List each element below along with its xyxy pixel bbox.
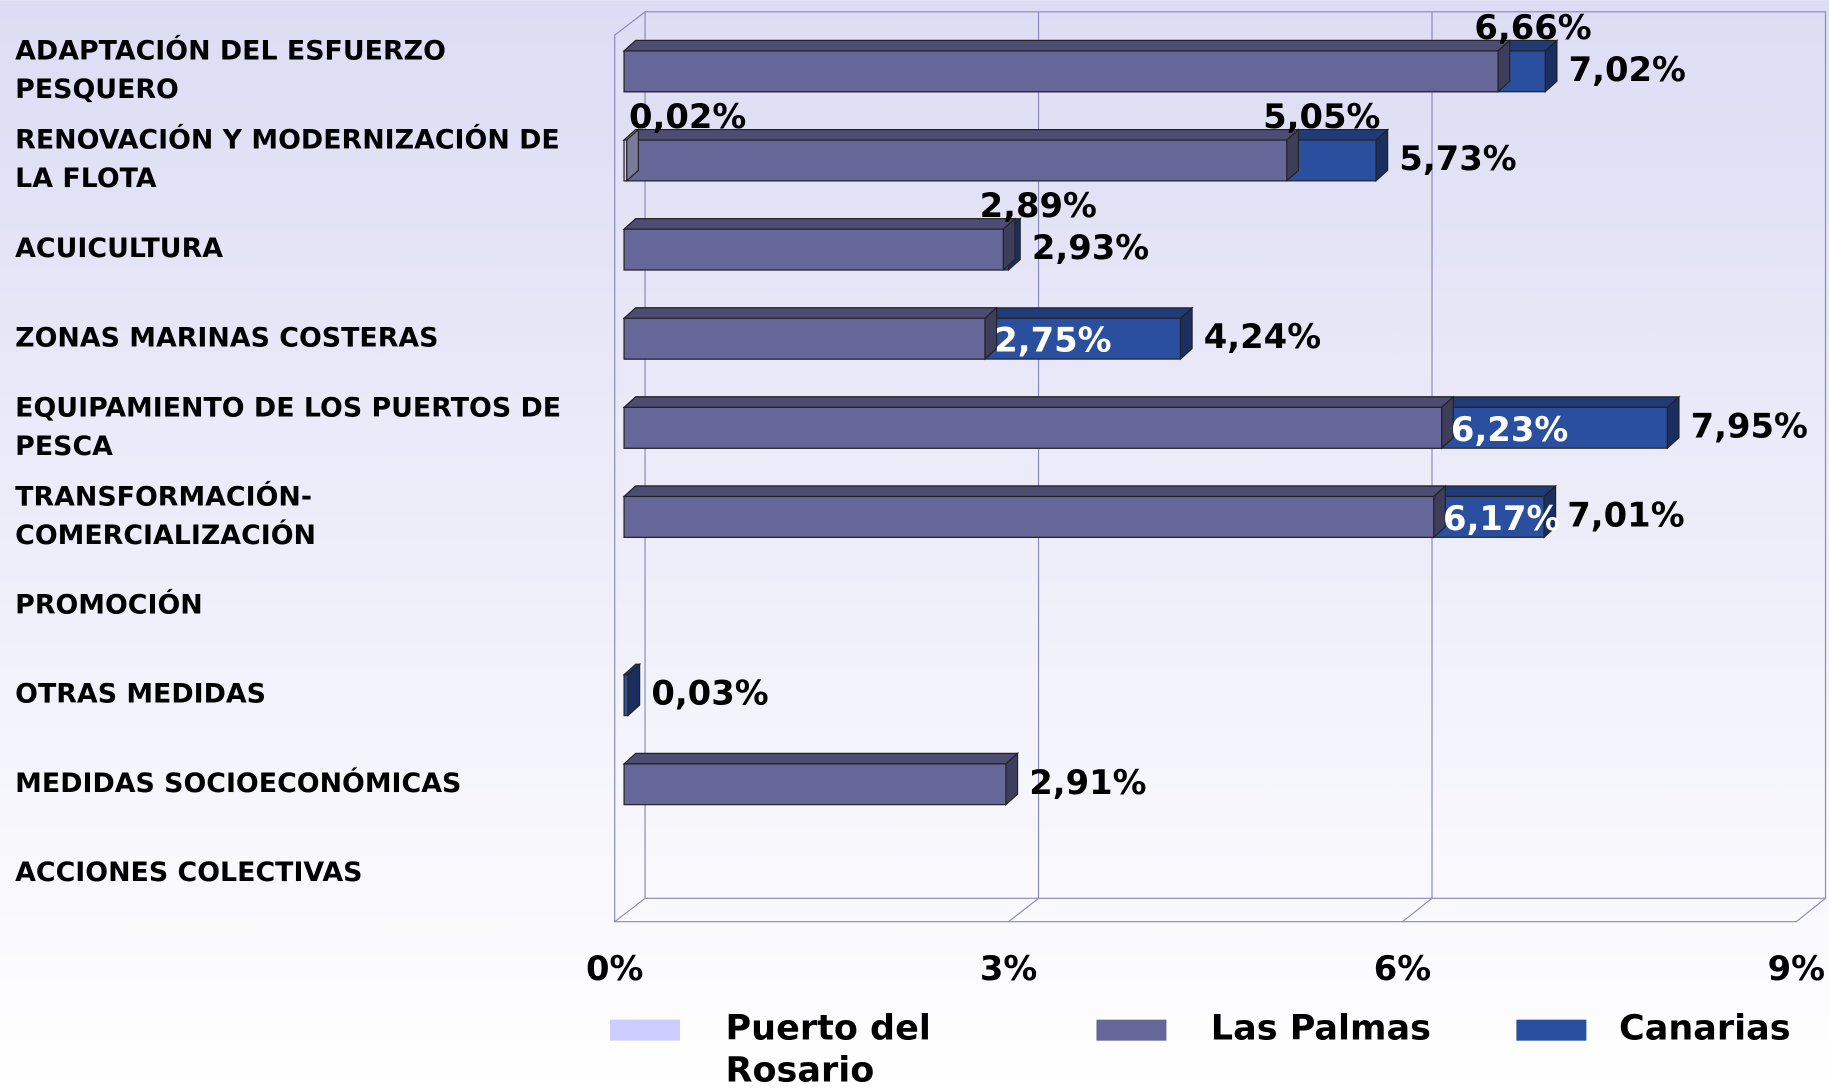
legend-label: Las Palmas: [1210, 1007, 1431, 1049]
value-label: 5,05%: [1263, 97, 1380, 136]
category-label: ZONAS MARINAS COSTERAS: [15, 322, 439, 354]
value-label: 5,73%: [1399, 139, 1516, 178]
category-wrap: PROMOCIÓN: [15, 559, 563, 652]
category-wrap: ADAPTACIÓN DEL ESFUERZO PESQUERO: [15, 25, 563, 118]
value-label: 7,95%: [1691, 406, 1808, 445]
category-box: PROMOCIÓN: [15, 559, 563, 652]
category-box: OTRAS MEDIDAS: [15, 648, 563, 741]
bar-top: [622, 218, 1017, 230]
category-wrap: ZONAS MARINAS COSTERAS: [15, 292, 563, 385]
back-wall: [645, 11, 1827, 899]
category-wrap: MEDIDAS SOCIOECONÓMICAS: [15, 738, 563, 831]
value-label: 2,89%: [980, 186, 1097, 225]
category-label: RENOVACIÓN Y MODERNIZACIÓN DE LA FLOTA: [15, 125, 560, 195]
category-box: TRANSFORMACIÓN-COMERCIALIZACIÓN: [15, 470, 563, 563]
legend-swatch: [1096, 1019, 1167, 1041]
value-label: 7,02%: [1569, 50, 1686, 89]
bar: [623, 674, 629, 717]
bar-top: [622, 396, 1455, 408]
category-wrap: ACCIONES COLECTIVAS: [15, 827, 563, 920]
value-label: 2,93%: [1032, 228, 1149, 267]
x-tick-label: 0%: [586, 949, 643, 988]
category-label: PROMOCIÓN: [15, 590, 203, 621]
bar-top: [622, 485, 1447, 498]
grid-line: [1008, 897, 1039, 923]
floor-edge: [614, 897, 1826, 923]
bar: [623, 139, 1288, 182]
value-label: 7,01%: [1567, 495, 1684, 534]
legend-label: Canarias: [1619, 1007, 1791, 1049]
category-box: RENOVACIÓN Y MODERNIZACIÓN DE LA FLOTA: [15, 114, 563, 207]
value-label: 0,02%: [629, 97, 746, 136]
category-wrap: RENOVACIÓN Y MODERNIZACIÓN DE LA FLOTA: [15, 114, 563, 207]
legend-box: Las Palmas: [1210, 1007, 1431, 1049]
value-label: 6,17%: [1443, 499, 1560, 538]
bar: [623, 50, 1499, 93]
x-tick-label: 6%: [1374, 949, 1431, 988]
legend-swatch: [1516, 1019, 1587, 1041]
bar: [623, 317, 986, 360]
value-label: 2,75%: [994, 321, 1111, 360]
category-label: ADAPTACIÓN DEL ESFUERZO PESQUERO: [15, 36, 446, 106]
value-label: 4,24%: [1204, 317, 1321, 356]
category-box: EQUIPAMIENTO DE LOS PUERTOS DE PESCA: [15, 381, 563, 474]
category-wrap: OTRAS MEDIDAS: [15, 648, 563, 741]
category-label: MEDIDAS SOCIOECONÓMICAS: [15, 768, 462, 799]
value-label: 6,66%: [1474, 8, 1591, 47]
bar: [623, 228, 1004, 271]
category-label: TRANSFORMACIÓN-COMERCIALIZACIÓN: [15, 481, 317, 551]
category-label: OTRAS MEDIDAS: [15, 679, 266, 710]
category-box: ACCIONES COLECTIVAS: [15, 827, 563, 920]
category-box: MEDIDAS SOCIOECONÓMICAS: [15, 738, 563, 831]
category-box: ACUICULTURA: [15, 203, 563, 296]
bar: [623, 763, 1007, 806]
category-box: ZONAS MARINAS COSTERAS: [15, 292, 563, 385]
bar-top: [622, 307, 999, 319]
bar: [623, 139, 628, 182]
bar-top: [622, 39, 1512, 52]
grid-line: [1402, 897, 1433, 923]
category-wrap: EQUIPAMIENTO DE LOS PUERTOS DE PESCA: [15, 381, 563, 474]
category-label: EQUIPAMIENTO DE LOS PUERTOS DE PESCA: [15, 392, 562, 462]
value-label: 0,03%: [651, 674, 768, 713]
value-label: 2,91%: [1029, 763, 1146, 802]
bar: [623, 495, 1435, 538]
legend-label: Puerto del Rosario: [725, 1007, 931, 1091]
bar-top: [622, 752, 1020, 765]
legend-swatch: [610, 1019, 681, 1041]
x-tick-label: 3%: [980, 949, 1037, 988]
category-wrap: TRANSFORMACIÓN-COMERCIALIZACIÓN: [15, 470, 563, 563]
bar: [623, 406, 1443, 449]
category-wrap: ACUICULTURA: [15, 203, 563, 296]
category-label: ACCIONES COLECTIVAS: [15, 857, 363, 888]
category-box: ADAPTACIÓN DEL ESFUERZO PESQUERO: [15, 25, 563, 118]
legend-box: Puerto del Rosario: [725, 1007, 931, 1091]
x-tick-label: 9%: [1768, 949, 1825, 988]
value-label: 6,23%: [1451, 410, 1568, 449]
legend-box: Canarias: [1619, 1007, 1791, 1049]
category-label: ACUICULTURA: [15, 233, 224, 265]
